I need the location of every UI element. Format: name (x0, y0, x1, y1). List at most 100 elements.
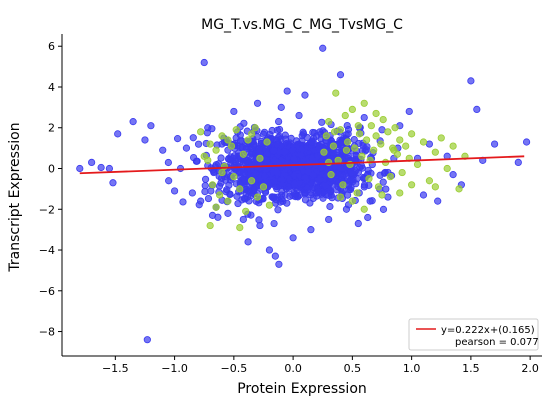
blue-point (194, 140, 203, 148)
blue-point (379, 178, 387, 186)
blue-point (204, 124, 212, 132)
blue-point (449, 171, 457, 179)
blue-point (318, 164, 326, 172)
green-point (224, 136, 232, 144)
blue-point (376, 171, 384, 179)
x-tick-label: −1.5 (102, 362, 129, 375)
green-point (372, 109, 380, 118)
blue-point (277, 103, 285, 111)
blue-point (244, 238, 252, 246)
blue-point (208, 211, 217, 219)
blue-point (88, 158, 96, 166)
blue-point (301, 91, 309, 99)
green-point (259, 183, 268, 191)
blue-point (188, 189, 196, 197)
blue-point (201, 182, 209, 190)
blue-point (336, 139, 344, 147)
green-point (320, 148, 328, 156)
legend-fit-label: y=0.222x+(0.165) (441, 325, 535, 336)
blue-point (307, 226, 315, 234)
blue-point (342, 205, 351, 213)
green-point (360, 205, 368, 213)
blue-point (349, 176, 357, 184)
blue-point (141, 136, 149, 144)
blue-point (269, 168, 277, 176)
green-point (216, 191, 224, 199)
green-point (344, 138, 352, 146)
green-point (443, 164, 451, 173)
blue-point (275, 117, 283, 126)
blue-point (269, 147, 278, 155)
blue-point (344, 130, 352, 138)
blue-point (283, 87, 291, 95)
x-tick-label: 1.5 (462, 362, 480, 375)
blue-point (303, 133, 311, 142)
blue-point (189, 134, 197, 142)
x-tick-label: 0.0 (284, 362, 302, 375)
legend: y=0.222x+(0.165) pearson = 0.077 (408, 318, 539, 351)
green-point (431, 183, 439, 191)
y-axis-label: Transcript Expression (7, 122, 23, 272)
blue-point (384, 193, 392, 201)
blue-point (190, 154, 198, 162)
blue-point (358, 164, 366, 172)
green-point (206, 221, 214, 230)
blue-point (182, 144, 191, 152)
x-axis-label: Protein Expression (237, 381, 367, 397)
blue-point (222, 188, 230, 196)
green-point (379, 115, 387, 124)
blue-point (314, 187, 323, 196)
y-tick-label: 0 (48, 163, 55, 176)
blue-point (242, 185, 250, 194)
x-tick-label: 2.0 (521, 362, 539, 375)
blue-point (143, 336, 151, 344)
blue-point (263, 150, 271, 158)
blue-point (240, 194, 248, 203)
blue-point (354, 219, 362, 228)
legend-pearson-label: pearson = 0.077 (455, 337, 539, 348)
blue-point (179, 198, 187, 206)
green-point (322, 132, 330, 140)
y-tick-label: −4 (39, 244, 55, 257)
blue-point (378, 126, 386, 134)
blue-point (364, 213, 372, 222)
green-point (370, 146, 378, 154)
green-point (431, 148, 439, 156)
green-point (355, 130, 364, 138)
blue-point (105, 164, 114, 173)
green-point (236, 224, 244, 232)
blue-point (297, 151, 305, 159)
blue-point (218, 140, 226, 148)
blue-point (467, 77, 475, 85)
blue-point (290, 155, 299, 163)
green-point (342, 146, 351, 154)
blue-point (255, 145, 263, 153)
blue-point (354, 168, 363, 177)
blue-point (236, 168, 244, 176)
y-tick-label: −6 (39, 285, 55, 298)
green-point (354, 122, 362, 130)
green-point (348, 105, 356, 114)
chart-title: MG_T.vs.MG_C_MG_TvsMG_C (201, 17, 403, 33)
green-point (263, 138, 271, 146)
green-point (362, 136, 371, 144)
green-point (336, 193, 345, 201)
green-point (212, 203, 220, 211)
blue-point (129, 118, 137, 126)
green-point (408, 130, 416, 138)
green-point (248, 177, 256, 185)
green-point (239, 150, 247, 158)
blue-point (360, 113, 368, 122)
blue-point (109, 179, 117, 187)
green-point (413, 160, 422, 169)
blue-point (318, 118, 326, 126)
green-point (325, 118, 333, 126)
green-point (408, 181, 416, 189)
blue-point (366, 197, 374, 205)
blue-point (201, 187, 209, 196)
blue-point (360, 183, 368, 191)
green-point (360, 99, 368, 107)
green-point (365, 175, 373, 183)
blue-point (280, 148, 288, 156)
blue-point (522, 138, 531, 146)
